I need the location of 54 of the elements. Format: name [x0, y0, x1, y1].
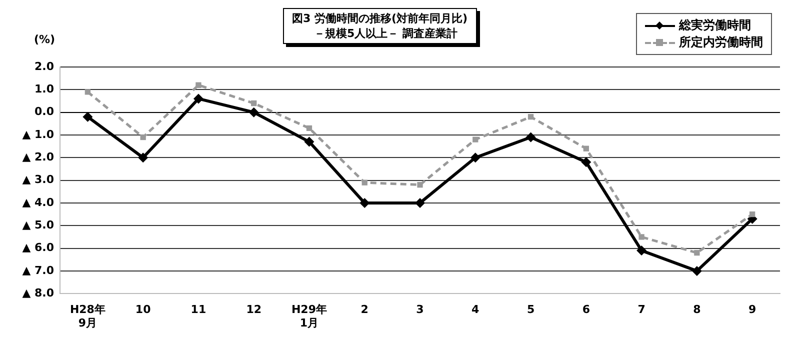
point [84, 89, 91, 95]
legend-label: 所定内労働時間 [679, 34, 763, 51]
x-tick-label: 2 [360, 303, 368, 316]
point [415, 198, 425, 208]
point [583, 146, 589, 152]
x-tick-label: 6 [582, 303, 590, 316]
point [362, 180, 368, 186]
y-tick-label: 1.0 [34, 82, 54, 96]
y-axis-title: (%) [34, 33, 56, 46]
point [193, 94, 204, 104]
y-tick-label: ▲ 6.0 [22, 241, 54, 254]
y-tick-label: ▲ 4.0 [22, 196, 54, 209]
point [470, 152, 480, 163]
x-tick-label: 7 [638, 303, 646, 316]
point [140, 134, 146, 140]
chart-title: 図3 労働時間の推移(対前年同月比) [292, 11, 468, 26]
y-tick-label: ▲ 2.0 [22, 150, 54, 164]
point [251, 100, 257, 106]
point [248, 107, 259, 118]
x-tick-label: 10 [135, 303, 152, 316]
point [749, 211, 756, 218]
point [82, 112, 93, 122]
x-tick-label: 5 [526, 303, 535, 316]
x-tick-label: 11 [190, 303, 206, 316]
y-tick-label: ▲ 8.0 [22, 286, 54, 300]
point [638, 234, 644, 240]
y-tick-label: ▲ 5.0 [22, 218, 54, 232]
point [692, 266, 702, 276]
point [526, 132, 536, 142]
x-tick-label: H29年 1月 [291, 303, 327, 330]
x-tick-label: H28年 9月 [70, 303, 106, 330]
point [694, 250, 700, 256]
x-tick-label: 4 [472, 303, 480, 316]
point [581, 157, 592, 168]
point [636, 246, 647, 256]
legend-label: 総実労働時間 [679, 17, 751, 34]
x-tick-label: 9 [748, 303, 756, 316]
y-tick-label: 2.0 [34, 60, 54, 73]
y-tick-label: ▲ 1.0 [22, 128, 54, 141]
point [472, 136, 478, 142]
y-tick-label: 0.0 [34, 105, 54, 118]
x-tick-label: 3 [416, 303, 424, 316]
y-tick-label: ▲ 3.0 [22, 173, 54, 186]
chart-subtitle: －規模5人以上－ 調査産業計 [313, 26, 458, 41]
x-tick-label: 8 [693, 303, 701, 316]
point [196, 82, 202, 88]
point [306, 125, 312, 132]
point [304, 136, 314, 147]
point [417, 182, 423, 188]
point [360, 198, 370, 208]
y-tick-label: ▲ 7.0 [22, 264, 54, 277]
point [138, 152, 148, 163]
x-tick-label: 12 [246, 303, 262, 316]
point [528, 114, 534, 120]
